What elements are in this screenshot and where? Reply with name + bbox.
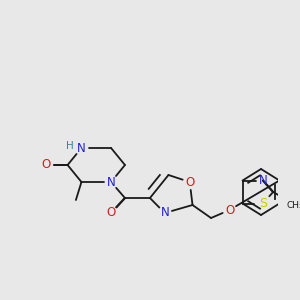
Text: O: O: [106, 206, 116, 220]
Text: O: O: [185, 176, 194, 188]
Text: CH₃: CH₃: [286, 200, 300, 209]
Text: H: H: [65, 141, 73, 151]
Text: N: N: [77, 142, 86, 154]
Text: N: N: [107, 176, 116, 188]
Text: N: N: [160, 206, 169, 220]
Text: O: O: [42, 158, 51, 172]
Text: S: S: [259, 197, 267, 210]
Text: O: O: [225, 203, 234, 217]
Text: N: N: [259, 174, 267, 187]
